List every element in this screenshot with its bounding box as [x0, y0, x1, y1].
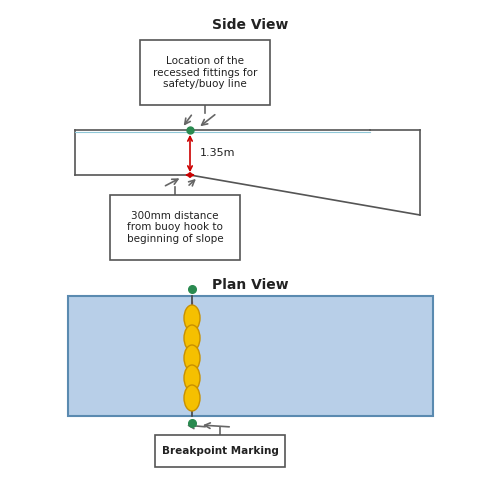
FancyBboxPatch shape [110, 195, 240, 260]
Text: 300mm distance
from buoy hook to
beginning of slope: 300mm distance from buoy hook to beginni… [126, 211, 224, 244]
Ellipse shape [184, 345, 200, 371]
FancyBboxPatch shape [155, 435, 285, 467]
Ellipse shape [184, 325, 200, 351]
Ellipse shape [184, 385, 200, 411]
FancyBboxPatch shape [68, 296, 433, 416]
Text: Breakpoint Marking: Breakpoint Marking [162, 446, 278, 456]
FancyBboxPatch shape [140, 40, 270, 105]
Ellipse shape [184, 365, 200, 391]
Text: Side View: Side View [212, 18, 288, 32]
Text: Plan View: Plan View [212, 278, 288, 292]
Text: Location of the
recessed fittings for
safety/buoy line: Location of the recessed fittings for sa… [153, 56, 257, 89]
Ellipse shape [184, 305, 200, 331]
Text: 1.35m: 1.35m [200, 147, 235, 157]
